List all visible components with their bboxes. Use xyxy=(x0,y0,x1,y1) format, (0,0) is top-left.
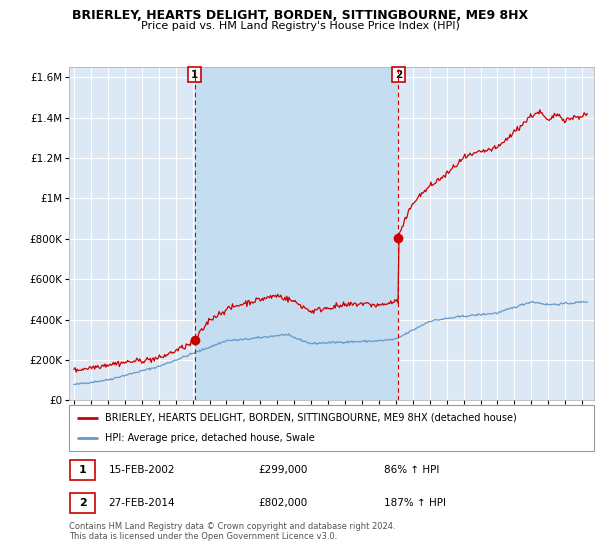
Text: 187% ↑ HPI: 187% ↑ HPI xyxy=(384,498,446,508)
Text: Contains HM Land Registry data © Crown copyright and database right 2024.
This d: Contains HM Land Registry data © Crown c… xyxy=(69,522,395,542)
FancyBboxPatch shape xyxy=(70,493,95,513)
Text: 2: 2 xyxy=(79,498,86,508)
Text: Price paid vs. HM Land Registry's House Price Index (HPI): Price paid vs. HM Land Registry's House … xyxy=(140,21,460,31)
Text: £299,000: £299,000 xyxy=(258,465,307,475)
Bar xyxy=(194,67,398,400)
Text: 2: 2 xyxy=(395,69,402,80)
Text: 1: 1 xyxy=(191,69,198,80)
Text: 15-FEB-2002: 15-FEB-2002 xyxy=(109,465,175,475)
Text: 27-FEB-2014: 27-FEB-2014 xyxy=(109,498,175,508)
Text: £802,000: £802,000 xyxy=(258,498,307,508)
Text: BRIERLEY, HEARTS DELIGHT, BORDEN, SITTINGBOURNE, ME9 8HX (detached house): BRIERLEY, HEARTS DELIGHT, BORDEN, SITTIN… xyxy=(105,413,517,423)
FancyBboxPatch shape xyxy=(70,460,95,480)
FancyBboxPatch shape xyxy=(69,405,594,451)
Text: 86% ↑ HPI: 86% ↑ HPI xyxy=(384,465,439,475)
Text: BRIERLEY, HEARTS DELIGHT, BORDEN, SITTINGBOURNE, ME9 8HX: BRIERLEY, HEARTS DELIGHT, BORDEN, SITTIN… xyxy=(72,9,528,22)
Text: HPI: Average price, detached house, Swale: HPI: Average price, detached house, Swal… xyxy=(105,433,314,443)
Text: 1: 1 xyxy=(79,465,86,475)
